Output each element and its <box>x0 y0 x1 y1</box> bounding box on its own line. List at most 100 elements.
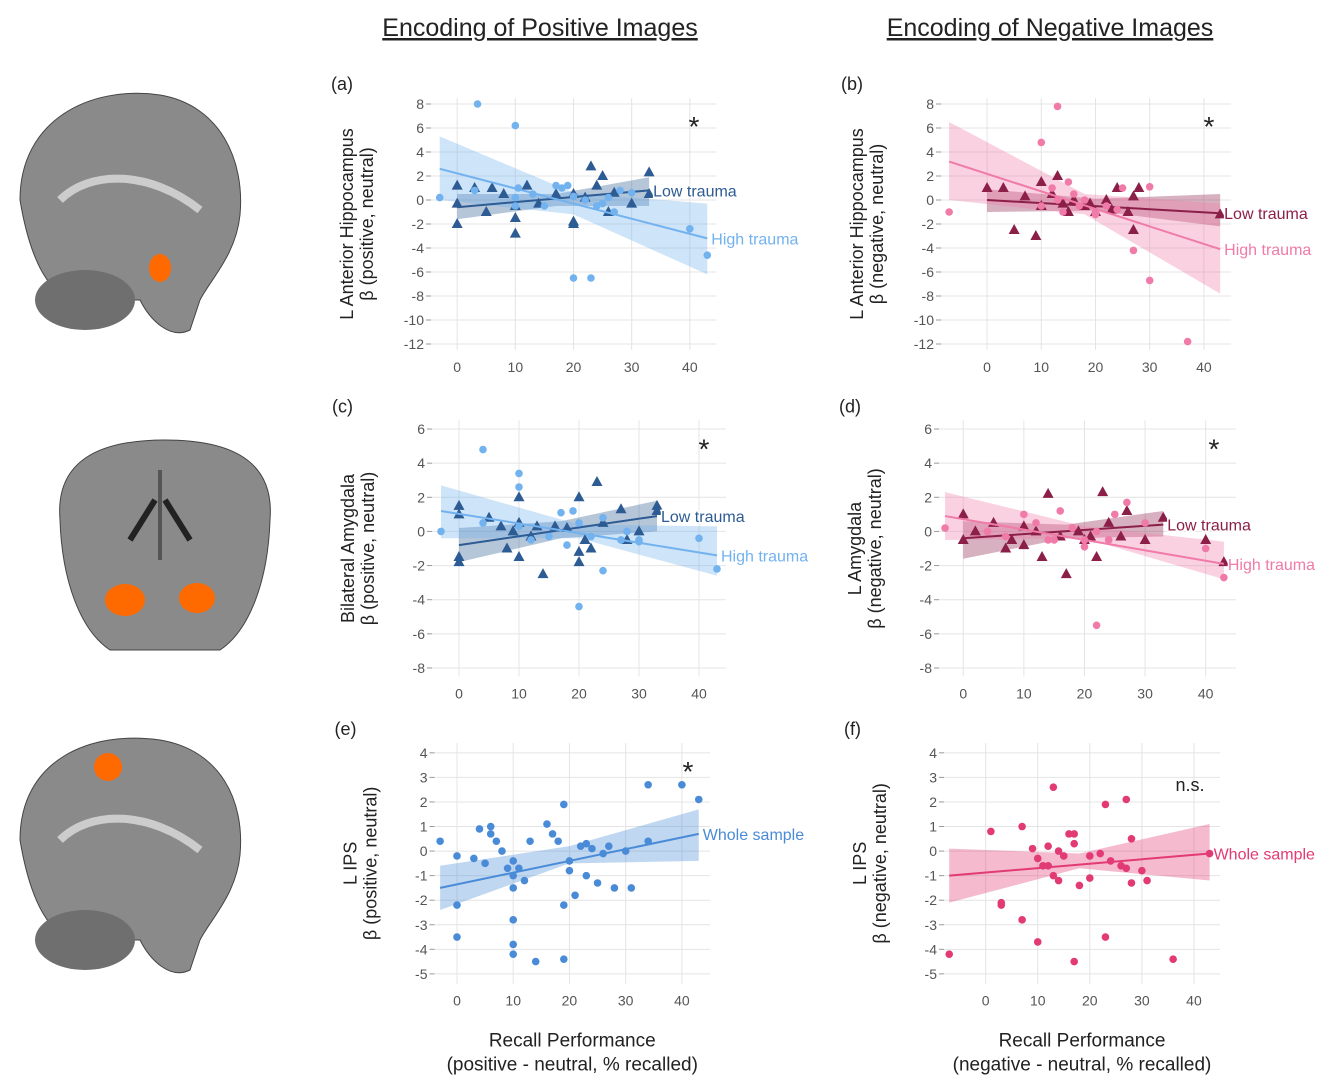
point <box>526 837 534 845</box>
x-tick-label: 20 <box>1082 993 1098 1009</box>
y-tick-label: 1 <box>420 819 428 835</box>
point <box>1220 574 1228 582</box>
y-tick-label: 0 <box>929 843 937 859</box>
x-tick-label: 40 <box>1198 686 1214 702</box>
point <box>599 200 607 208</box>
point <box>514 551 525 561</box>
point <box>504 864 512 872</box>
point <box>1034 938 1042 946</box>
y-tick-label: 4 <box>420 745 428 761</box>
x-axis-label: Recall Performance <box>489 1031 656 1052</box>
point <box>1002 533 1010 541</box>
x-tick-label: 20 <box>562 993 578 1009</box>
y-axis-label: β (negative, neutral) <box>865 468 885 628</box>
y-tick-label: 3 <box>420 769 428 785</box>
point <box>599 567 607 575</box>
point <box>1076 882 1084 890</box>
x-tick-label: 0 <box>455 686 463 702</box>
point <box>569 507 577 515</box>
point <box>549 830 557 838</box>
x-tick-label: 10 <box>511 686 527 702</box>
point <box>453 933 461 941</box>
point <box>1060 852 1068 860</box>
point <box>568 216 579 226</box>
y-axis-label: Bilateral Amygdala <box>338 473 358 623</box>
series-label: Low trauma <box>661 509 745 526</box>
point <box>1093 622 1101 630</box>
y-axis-label: L IPS <box>341 842 361 885</box>
series-label: Whole sample <box>1214 847 1315 864</box>
y-tick-label: -6 <box>412 264 425 280</box>
column-title: Encoding of Positive Images <box>382 14 697 42</box>
point <box>644 781 652 789</box>
point <box>1093 528 1101 536</box>
point <box>512 202 520 210</box>
y-tick-label: 0 <box>417 523 425 539</box>
y-tick-label: 4 <box>416 144 424 160</box>
significance: * <box>1209 434 1220 465</box>
y-tick-label: -6 <box>920 626 933 642</box>
point <box>1009 224 1020 234</box>
point <box>627 884 635 892</box>
panel: 6420-2-4-6-8010203040(d)L Amygdalaβ (neg… <box>839 397 1315 702</box>
point <box>1146 277 1154 285</box>
point <box>474 100 482 108</box>
point <box>678 781 686 789</box>
point <box>605 194 613 202</box>
point <box>1096 850 1104 858</box>
x-tick-label: 20 <box>571 686 587 702</box>
x-tick-label: 30 <box>618 993 634 1009</box>
point <box>588 845 596 853</box>
x-tick-label: 40 <box>1186 993 1202 1009</box>
y-tick-label: -4 <box>413 592 426 608</box>
point <box>538 568 549 578</box>
point <box>605 842 613 850</box>
point <box>1070 190 1078 198</box>
panel-label: (e) <box>335 719 357 739</box>
point <box>695 796 703 804</box>
y-tick-label: -3 <box>415 917 428 933</box>
point <box>686 225 694 233</box>
point <box>493 837 501 845</box>
y-tick-label: 6 <box>924 421 932 437</box>
point <box>1146 183 1154 191</box>
y-tick-label: -4 <box>920 592 933 608</box>
series-label: Whole sample <box>703 827 804 844</box>
point <box>1059 208 1067 216</box>
point <box>476 825 484 833</box>
y-tick-label: 2 <box>417 489 425 505</box>
point <box>616 187 624 195</box>
point <box>1044 842 1052 850</box>
y-tick-label: -8 <box>413 660 426 676</box>
significance: * <box>689 111 700 142</box>
point <box>543 820 551 828</box>
series-label: High trauma <box>721 548 808 565</box>
x-tick-label: 40 <box>682 359 698 375</box>
y-tick-label: 3 <box>929 769 937 785</box>
point <box>1070 958 1078 966</box>
point <box>1018 916 1026 924</box>
x-tick-label: 30 <box>1142 359 1158 375</box>
significance: * <box>699 434 710 465</box>
point <box>1070 830 1078 838</box>
point <box>566 867 574 875</box>
point <box>479 446 487 454</box>
point <box>1130 247 1138 255</box>
point <box>1122 796 1130 804</box>
x-tick-label: 10 <box>1030 993 1046 1009</box>
point <box>554 837 562 845</box>
point <box>1070 840 1078 848</box>
y-tick-label: 0 <box>924 523 932 539</box>
significance: * <box>1204 111 1215 142</box>
point <box>599 514 607 522</box>
point <box>453 852 461 860</box>
point <box>1200 534 1211 544</box>
point <box>1117 862 1125 870</box>
point <box>487 823 495 831</box>
y-tick-label: -8 <box>922 288 935 304</box>
y-tick-label: -2 <box>922 216 935 232</box>
x-tick-label: 10 <box>505 993 521 1009</box>
point <box>452 218 463 228</box>
point <box>1044 862 1052 870</box>
